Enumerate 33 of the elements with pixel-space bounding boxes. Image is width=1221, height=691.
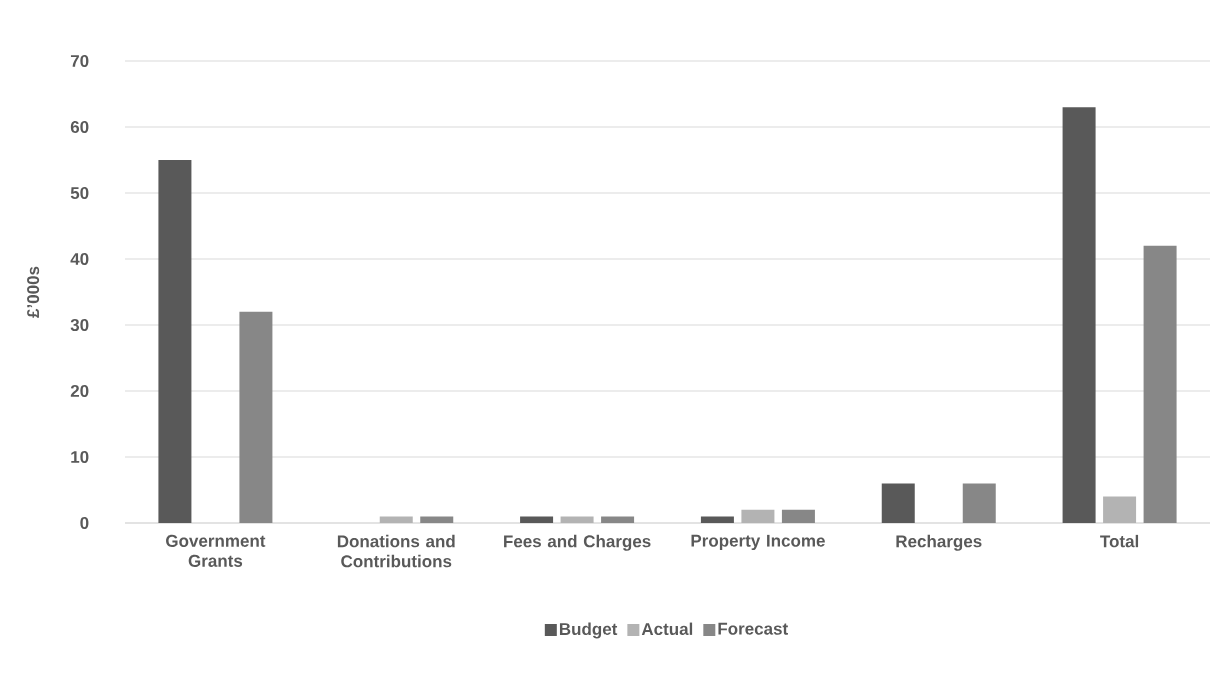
legend-label: Budget [559, 622, 618, 639]
y-tick-label: 10 [71, 450, 89, 464]
x-tick-label: Recharges [896, 534, 982, 551]
y-tick-label: 20 [70, 384, 89, 398]
bar [962, 483, 996, 523]
bar [560, 516, 594, 523]
bar [601, 516, 635, 523]
x-tick-label: Fees and Charges [504, 534, 651, 551]
y-tick-label: 50 [70, 186, 89, 200]
bar [379, 516, 413, 523]
y-tick-label: 0 [80, 516, 89, 530]
bar [158, 160, 192, 523]
y-tick-label: 70 [70, 54, 89, 68]
bar [1062, 107, 1096, 523]
bar [420, 516, 454, 523]
x-tick-label: Total [1100, 534, 1139, 548]
bar [741, 509, 775, 523]
bar [520, 516, 554, 523]
x-tick-label: Property Income [691, 534, 825, 551]
bar [700, 516, 734, 523]
bar [781, 509, 815, 523]
legend-label: Forecast [718, 622, 788, 635]
y-axis-title: £’000s [27, 266, 40, 318]
legend-label: Actual [641, 622, 693, 636]
x-tick-label: Donations and Contributions [337, 534, 455, 568]
bar [1103, 496, 1137, 523]
bar [881, 483, 915, 523]
y-tick-label: 30 [70, 318, 89, 332]
bar [1143, 245, 1177, 523]
bar [239, 311, 273, 523]
y-tick-label: 60 [70, 120, 89, 134]
y-tick-label: 40 [70, 252, 89, 266]
x-tick-label: Government Grants [166, 534, 266, 567]
